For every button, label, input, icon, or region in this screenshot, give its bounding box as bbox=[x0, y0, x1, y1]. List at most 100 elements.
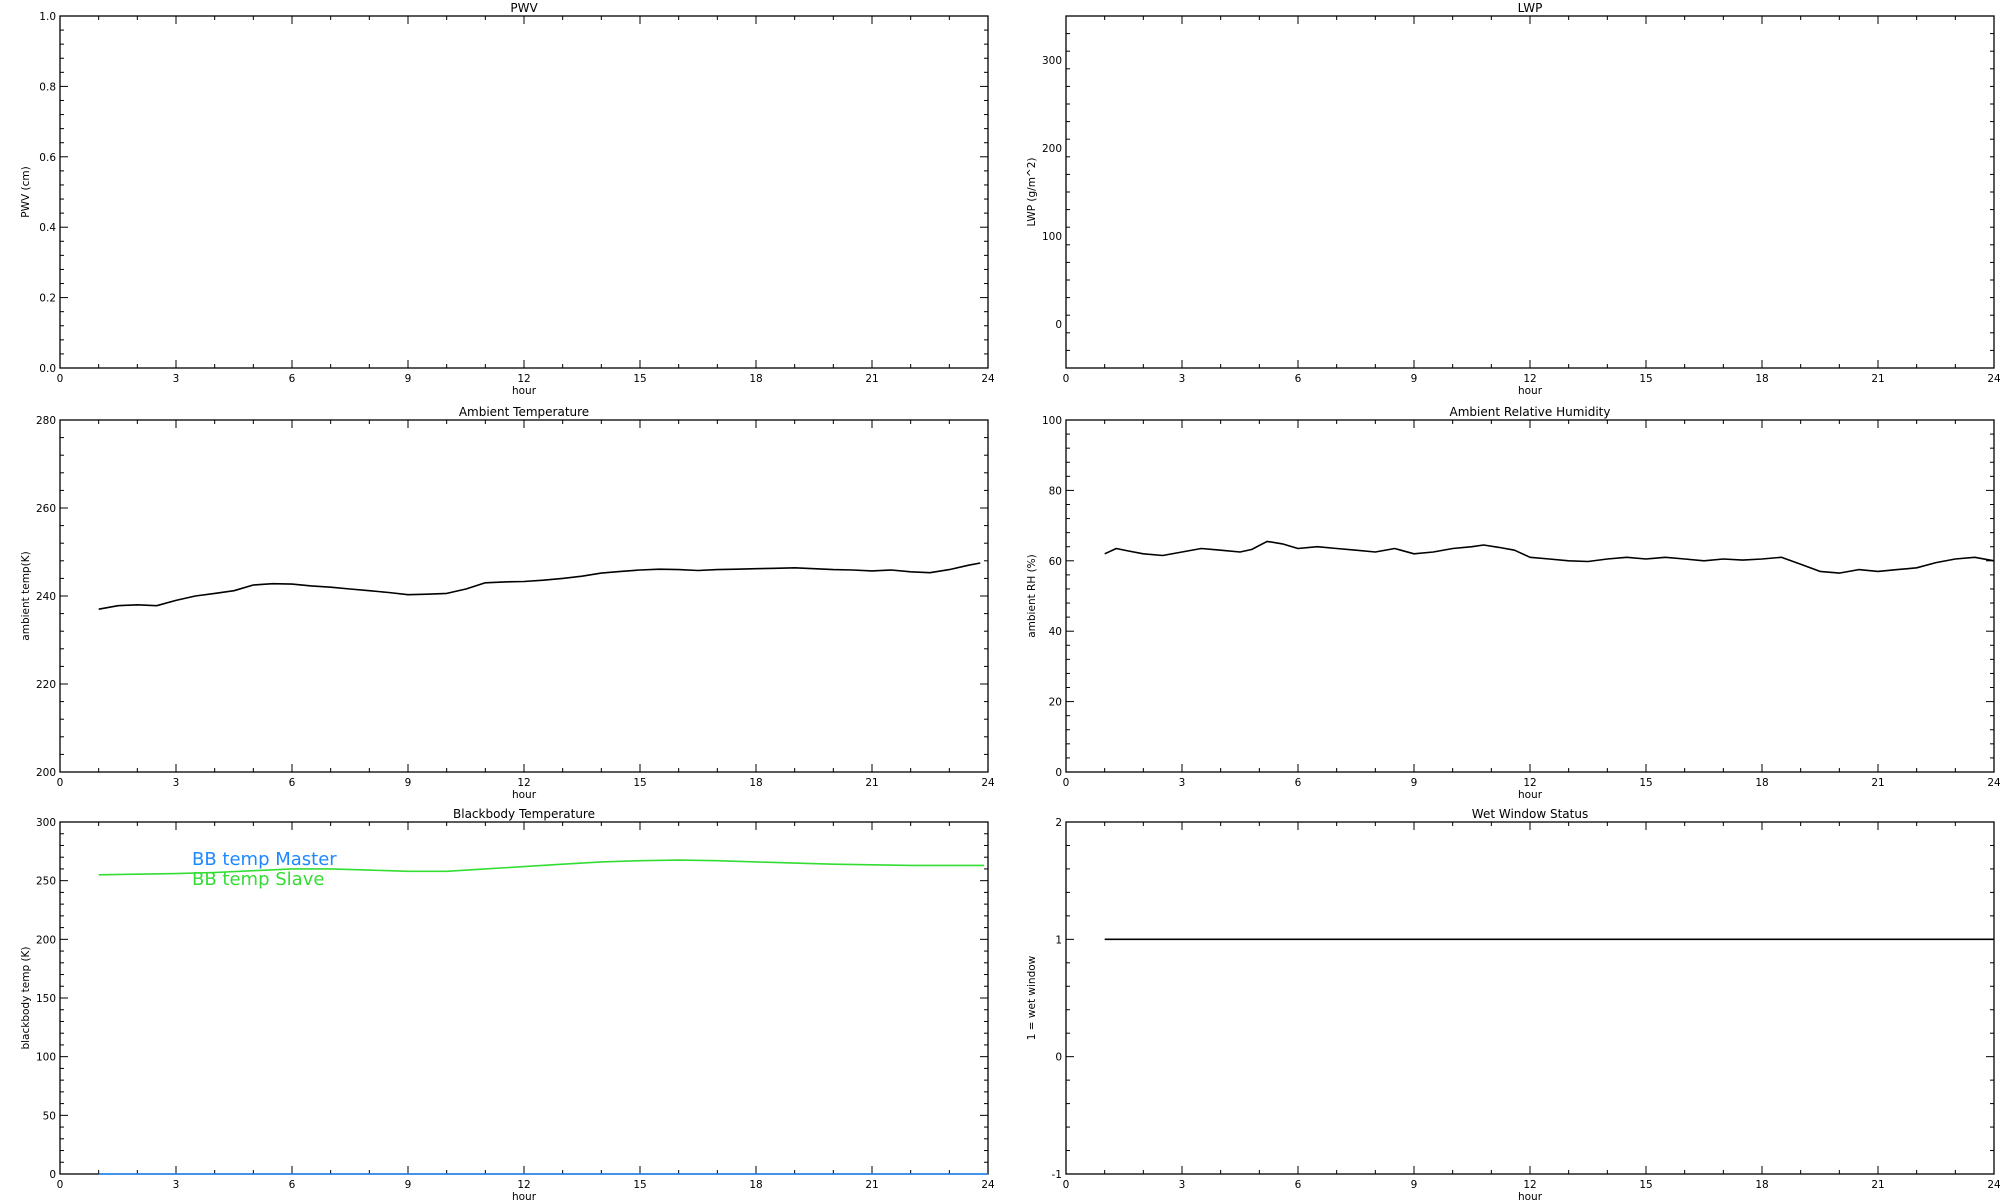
y-tick-label: 200 bbox=[36, 767, 56, 779]
series-line-bb-temp-slave bbox=[98, 859, 985, 876]
y-tick-label: 0 bbox=[49, 1169, 56, 1181]
y-tick-label: 280 bbox=[36, 415, 56, 427]
y-tick-label: 260 bbox=[36, 503, 56, 515]
chart-panel-4: Ambient Relative Humidity hour ambient RH … bbox=[1026, 405, 2000, 801]
y-axis-label: ambient temp(K) bbox=[20, 551, 32, 640]
chart-title: Ambient Relative Humidity bbox=[1450, 405, 1611, 419]
y-tick-label: 60 bbox=[1049, 556, 1062, 568]
chart-title: LWP bbox=[1518, 1, 1543, 15]
x-tick-label: 24 bbox=[1987, 1179, 2000, 1191]
chart-title: PWV bbox=[510, 1, 538, 15]
x-axis-label: hour bbox=[512, 1191, 537, 1200]
x-tick-label: 6 bbox=[1295, 777, 1302, 789]
x-tick-label: 18 bbox=[1755, 1179, 1768, 1191]
x-tick-label: 18 bbox=[1755, 373, 1768, 385]
x-tick-label: 6 bbox=[289, 373, 296, 385]
y-axis-label: ambient RH (%) bbox=[1026, 554, 1038, 638]
y-tick-label: 100 bbox=[1042, 415, 1062, 427]
x-tick-label: 12 bbox=[1523, 1179, 1536, 1191]
plot-frame bbox=[1065, 821, 1995, 1175]
x-tick-label: 12 bbox=[517, 1179, 530, 1191]
x-tick-label: 21 bbox=[865, 373, 878, 385]
x-tick-label: 0 bbox=[1063, 777, 1070, 789]
x-tick-label: 15 bbox=[633, 777, 646, 789]
x-tick-label: 24 bbox=[981, 1179, 995, 1191]
y-tick-label: 200 bbox=[1042, 143, 1062, 155]
x-tick-label: 18 bbox=[749, 1179, 762, 1191]
x-tick-label: 9 bbox=[1411, 373, 1418, 385]
x-tick-label: 0 bbox=[1063, 373, 1070, 385]
x-tick-label: 21 bbox=[1871, 777, 1884, 789]
x-tick-label: 0 bbox=[57, 777, 64, 789]
y-tick-label: 0 bbox=[1055, 1052, 1062, 1064]
y-tick-label: 50 bbox=[43, 1110, 56, 1122]
chart-title: Wet Window Status bbox=[1472, 807, 1588, 821]
x-tick-label: 3 bbox=[173, 777, 180, 789]
legend-entry: BB temp Slave bbox=[192, 869, 324, 890]
chart-panel-5: Blackbody Temperature hour blackbody temp … bbox=[20, 807, 995, 1200]
x-tick-label: 15 bbox=[633, 1179, 646, 1191]
y-tick-label: 0.8 bbox=[39, 81, 56, 93]
y-axis-label: blackbody temp (K) bbox=[20, 946, 32, 1049]
x-tick-label: 21 bbox=[1871, 1179, 1884, 1191]
x-axis-label: hour bbox=[1518, 789, 1543, 801]
x-tick-label: 0 bbox=[1063, 1179, 1070, 1191]
x-tick-label: 18 bbox=[1755, 777, 1768, 789]
y-tick-label: 1.0 bbox=[39, 11, 56, 23]
x-tick-label: 24 bbox=[1987, 373, 2000, 385]
y-tick-label: 250 bbox=[36, 876, 56, 888]
x-tick-label: 21 bbox=[865, 777, 878, 789]
x-tick-label: 18 bbox=[749, 373, 762, 385]
x-tick-label: 3 bbox=[1179, 777, 1186, 789]
y-tick-label: 100 bbox=[36, 1052, 56, 1064]
x-tick-label: 9 bbox=[1411, 1179, 1418, 1191]
x-tick-label: 9 bbox=[405, 1179, 412, 1191]
chart-panel-1: PWV hour PWV (cm) 0 3 6 9 12 15 18 21 24 0.0 0.2 0.4 0.… bbox=[20, 1, 995, 397]
x-tick-label: 21 bbox=[1871, 373, 1884, 385]
legend-entry: BB temp Master bbox=[192, 849, 337, 870]
y-tick-label: 240 bbox=[36, 591, 56, 603]
plot-frame bbox=[1065, 419, 1995, 773]
plot-frame bbox=[1065, 15, 1995, 369]
chart-panel-3: Ambient Temperature hour ambient temp(K) 0 3… bbox=[20, 405, 995, 801]
x-axis-label: hour bbox=[1518, 1191, 1543, 1200]
x-tick-label: 12 bbox=[1523, 373, 1536, 385]
x-tick-label: 6 bbox=[1295, 373, 1302, 385]
chart-panel-2: LWP hour LWP (g/m^2) 0 3 6 9 12 15 18 21 24 0 100 200 3… bbox=[1026, 1, 2000, 397]
chart-title: Ambient Temperature bbox=[459, 405, 589, 419]
y-tick-label: 200 bbox=[36, 934, 56, 946]
x-tick-label: 9 bbox=[405, 373, 412, 385]
x-tick-label: 12 bbox=[517, 777, 530, 789]
x-tick-label: 15 bbox=[1639, 373, 1652, 385]
x-tick-label: 3 bbox=[1179, 373, 1186, 385]
x-tick-label: 18 bbox=[749, 777, 762, 789]
y-tick-label: 20 bbox=[1049, 697, 1062, 709]
x-tick-label: 24 bbox=[981, 373, 995, 385]
x-tick-label: 24 bbox=[1987, 777, 2000, 789]
x-tick-label: 15 bbox=[1639, 777, 1652, 789]
y-tick-label: -1 bbox=[1052, 1169, 1062, 1181]
y-tick-label: 80 bbox=[1049, 485, 1062, 497]
y-tick-label: 0.2 bbox=[39, 293, 56, 305]
x-tick-label: 12 bbox=[1523, 777, 1536, 789]
y-tick-label: 0.0 bbox=[39, 363, 56, 375]
y-tick-label: 100 bbox=[1042, 231, 1062, 243]
x-tick-label: 9 bbox=[405, 777, 412, 789]
y-tick-label: 1 bbox=[1055, 934, 1062, 946]
x-tick-label: 0 bbox=[57, 373, 64, 385]
x-tick-label: 6 bbox=[289, 1179, 296, 1191]
x-tick-label: 21 bbox=[865, 1179, 878, 1191]
x-tick-label: 9 bbox=[1411, 777, 1418, 789]
x-tick-label: 3 bbox=[173, 373, 180, 385]
x-tick-label: 3 bbox=[1179, 1179, 1186, 1191]
y-axis-label: LWP (g/m^2) bbox=[1026, 157, 1038, 226]
y-tick-label: 0 bbox=[1055, 319, 1062, 331]
y-tick-label: 0.4 bbox=[39, 222, 56, 234]
chart-panel-6: Wet Window Status hour 1 = wet window 0 3 6 9 1… bbox=[1026, 807, 2000, 1200]
y-tick-label: 0.6 bbox=[39, 152, 56, 164]
y-axis-label: 1 = wet window bbox=[1026, 955, 1038, 1040]
y-tick-label: 40 bbox=[1049, 626, 1062, 638]
x-tick-label: 15 bbox=[1639, 1179, 1652, 1191]
x-tick-label: 24 bbox=[981, 777, 995, 789]
